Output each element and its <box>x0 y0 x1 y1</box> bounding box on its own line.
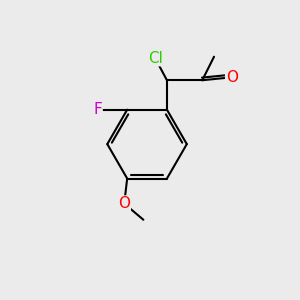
Text: F: F <box>93 102 102 117</box>
Text: O: O <box>118 196 130 211</box>
Text: Cl: Cl <box>148 51 163 66</box>
Text: O: O <box>226 70 238 85</box>
